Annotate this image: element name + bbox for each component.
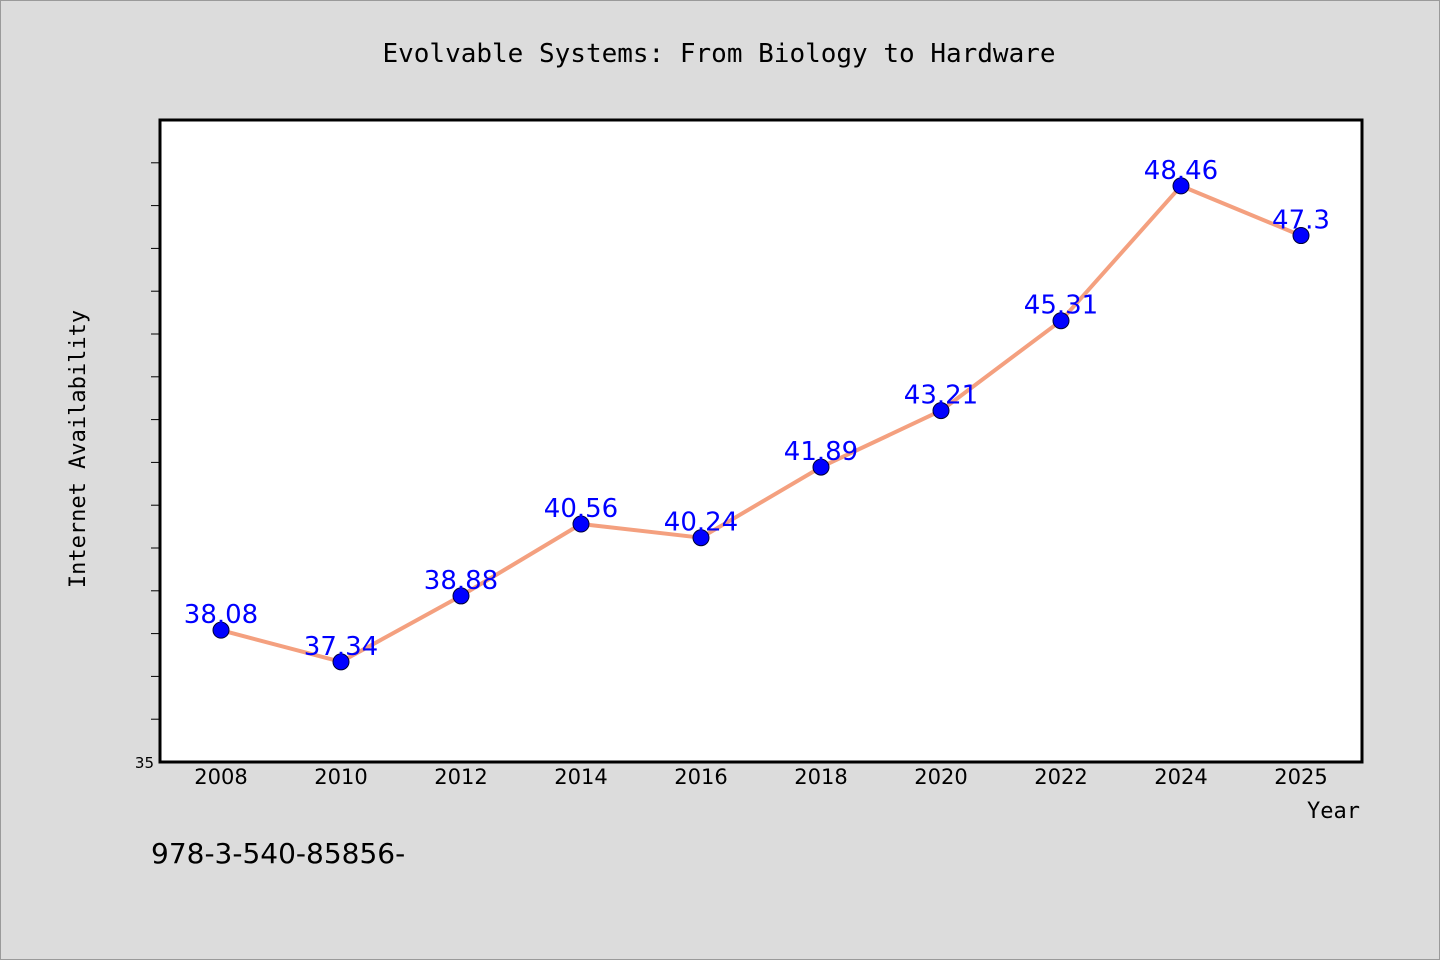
y-axis-tick-labels: 35 bbox=[135, 754, 154, 772]
data-label: 45.31 bbox=[1024, 291, 1098, 321]
y-axis-label: Internet Availability bbox=[66, 310, 91, 588]
data-label: 37.34 bbox=[304, 632, 378, 662]
x-tick-label: 2018 bbox=[794, 765, 847, 789]
data-label: 47.3 bbox=[1272, 206, 1330, 236]
data-point bbox=[692, 529, 710, 547]
x-tick-label: 2014 bbox=[554, 765, 607, 789]
y-axis-ticks bbox=[151, 162, 160, 720]
data-label: 38.88 bbox=[424, 566, 498, 596]
chart-title: Evolvable Systems: From Biology to Hardw… bbox=[382, 39, 1055, 69]
x-tick-label: 2022 bbox=[1034, 765, 1087, 789]
data-label: 38.08 bbox=[184, 600, 258, 630]
data-point bbox=[1172, 177, 1190, 195]
data-point bbox=[212, 621, 230, 639]
y-tick-label: 35 bbox=[135, 754, 154, 772]
plot-area bbox=[158, 118, 1364, 764]
data-point bbox=[572, 515, 590, 533]
data-label: 41.89 bbox=[784, 437, 858, 467]
x-tick-label: 2024 bbox=[1154, 765, 1207, 789]
data-point bbox=[332, 653, 350, 671]
data-point bbox=[932, 402, 950, 420]
series-line bbox=[220, 183, 1302, 664]
data-labels: 38.08 37.34 38.88 40.56 40.24 41.89 43.21 45.31… bbox=[184, 156, 1330, 662]
footer-code: 978-3-540-85856- bbox=[151, 837, 405, 870]
x-tick-label: 2025 bbox=[1274, 765, 1327, 789]
data-label: 43.21 bbox=[904, 381, 978, 411]
data-point bbox=[1052, 312, 1070, 330]
data-label: 48.46 bbox=[1144, 156, 1218, 186]
x-tick-label: 2010 bbox=[314, 765, 367, 789]
data-label: 40.24 bbox=[664, 508, 738, 538]
x-axis-label: Year bbox=[1307, 799, 1360, 824]
x-tick-label: 2016 bbox=[674, 765, 727, 789]
data-point bbox=[1292, 227, 1310, 245]
data-point bbox=[452, 587, 470, 605]
data-point bbox=[812, 458, 830, 476]
x-tick-label: 2020 bbox=[914, 765, 967, 789]
x-axis-tick-labels: 2008 2010 2012 2014 2016 2018 2020 2022 2024 2025 bbox=[194, 765, 1327, 789]
x-tick-label: 2008 bbox=[194, 765, 247, 789]
data-label: 40.56 bbox=[544, 494, 618, 524]
x-tick-label: 2012 bbox=[434, 765, 487, 789]
series-markers bbox=[212, 177, 1310, 671]
